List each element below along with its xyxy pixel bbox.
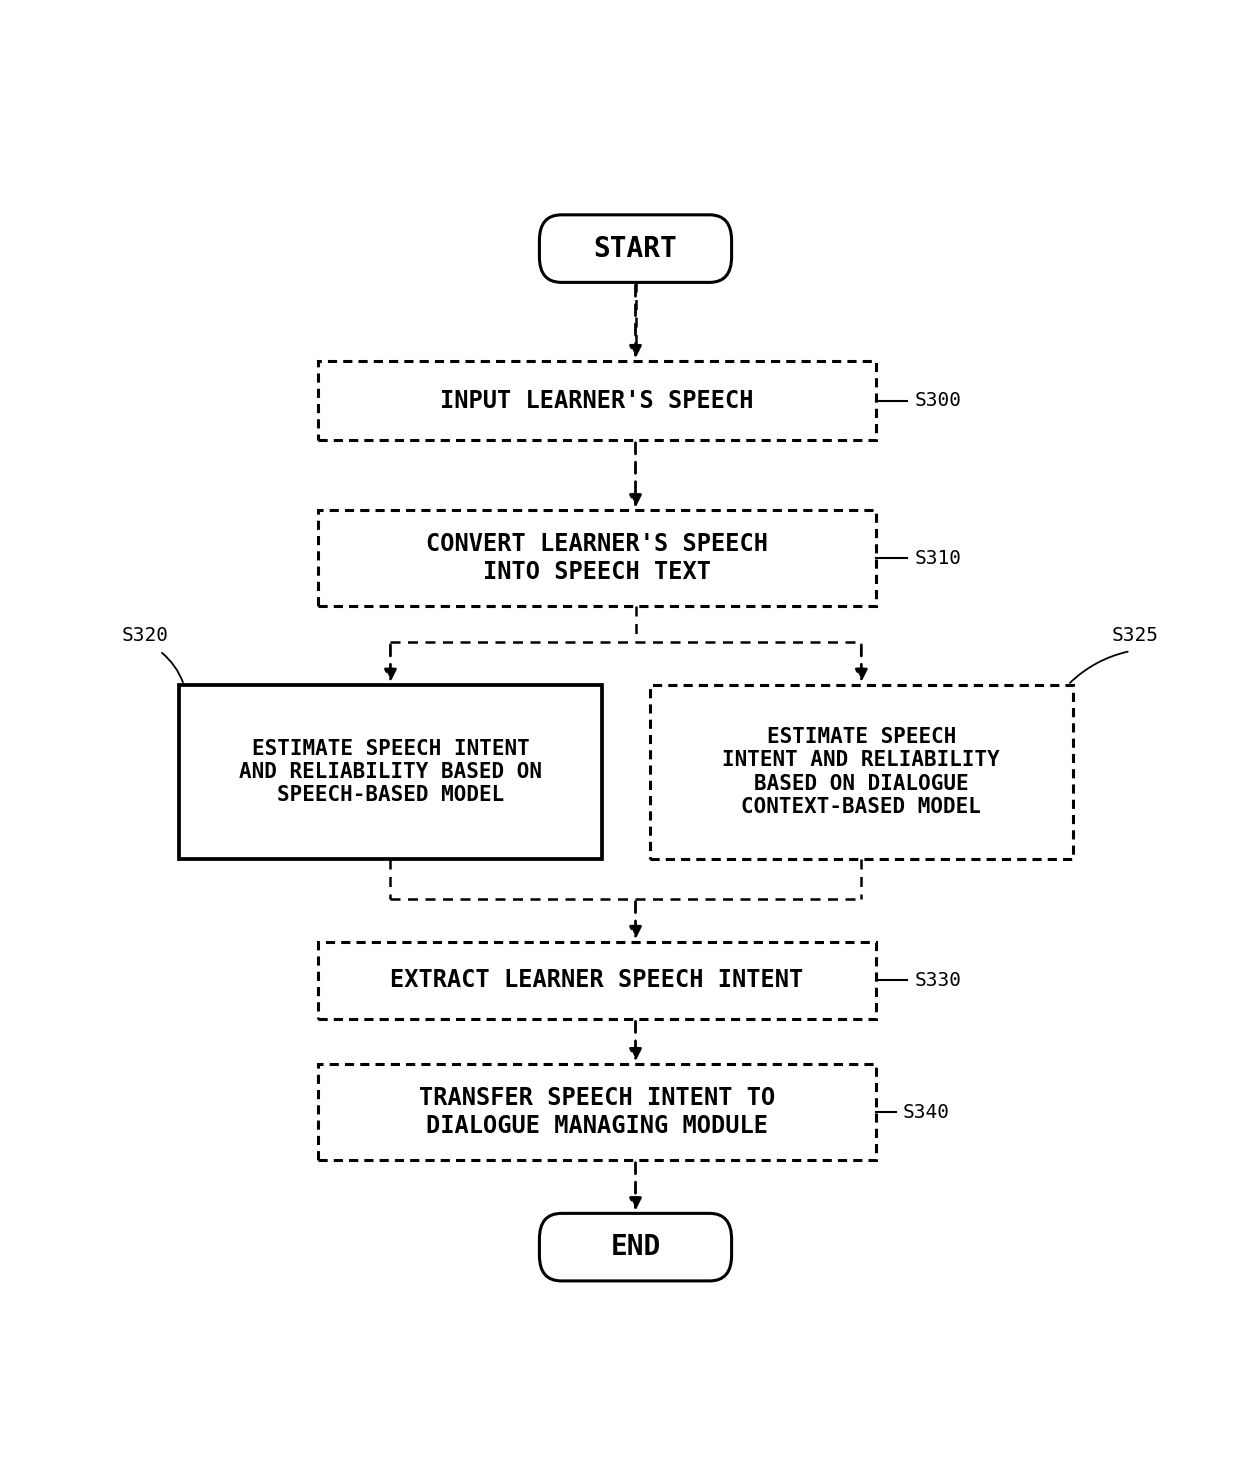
Bar (319, 361, 875, 440)
Text: S340: S340 (903, 1102, 950, 1121)
Text: START: START (594, 234, 677, 263)
Text: S330: S330 (914, 971, 961, 990)
Bar (650, 684, 1073, 860)
Text: S310: S310 (914, 548, 961, 567)
Text: TRANSFER SPEECH INTENT TO
DIALOGUE MANAGING MODULE: TRANSFER SPEECH INTENT TO DIALOGUE MANAG… (419, 1086, 775, 1137)
Text: CONVERT LEARNER'S SPEECH
INTO SPEECH TEXT: CONVERT LEARNER'S SPEECH INTO SPEECH TEX… (427, 532, 768, 585)
FancyBboxPatch shape (539, 1213, 732, 1281)
Text: END: END (610, 1232, 661, 1262)
FancyBboxPatch shape (539, 215, 732, 282)
Text: S320: S320 (122, 626, 169, 645)
Bar (179, 684, 601, 860)
Text: INPUT LEARNER'S SPEECH: INPUT LEARNER'S SPEECH (440, 389, 754, 412)
Text: S325: S325 (1111, 626, 1158, 645)
Bar (319, 942, 875, 1019)
Text: EXTRACT LEARNER SPEECH INTENT: EXTRACT LEARNER SPEECH INTENT (391, 968, 804, 993)
Text: S300: S300 (914, 392, 961, 409)
Bar (319, 510, 875, 607)
Bar (319, 1064, 875, 1159)
Text: ESTIMATE SPEECH INTENT
AND RELIABILITY BASED ON
SPEECH-BASED MODEL: ESTIMATE SPEECH INTENT AND RELIABILITY B… (239, 738, 542, 806)
Text: ESTIMATE SPEECH
INTENT AND RELIABILITY
BASED ON DIALOGUE
CONTEXT-BASED MODEL: ESTIMATE SPEECH INTENT AND RELIABILITY B… (723, 727, 1001, 817)
